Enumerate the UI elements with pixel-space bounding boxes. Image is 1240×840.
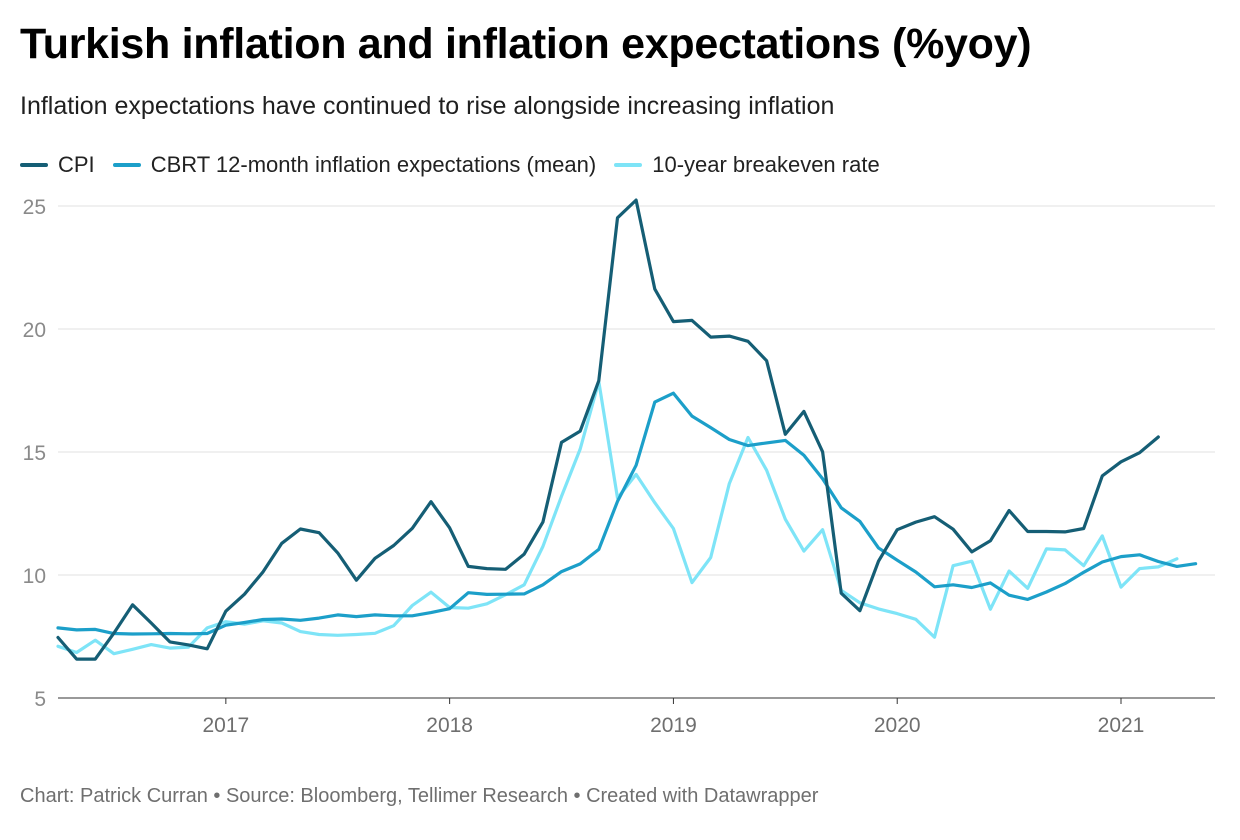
legend-swatch-breakeven-rate xyxy=(614,163,643,167)
legend-item-breakeven-rate: 10-year breakeven rate xyxy=(614,152,880,178)
chart-footer-credit: Chart: Patrick Curran • Source: Bloomber… xyxy=(20,785,819,807)
x-tick-label-2019: 2019 xyxy=(650,714,697,737)
x-tick-label-2020: 2020 xyxy=(874,714,921,737)
legend-swatch-cbrt-expectations xyxy=(112,163,141,167)
y-tick-label-25: 25 xyxy=(23,196,46,219)
y-tick-label-10: 10 xyxy=(23,565,46,588)
chart-subtitle: Inflation expectations have continued to… xyxy=(20,92,835,120)
legend-label-cpi: CPI xyxy=(58,152,95,177)
series-lines xyxy=(56,198,1198,661)
legend-item-cbrt-expectations: CBRT 12-month inflation expectations (me… xyxy=(112,152,597,178)
y-axis-ticks: 5 10 15 20 25 xyxy=(23,196,46,711)
series-line-cbrt-expectations xyxy=(56,391,1198,636)
x-tick-label-2021: 2021 xyxy=(1098,714,1145,737)
chart-title: Turkish inflation and inflation expectat… xyxy=(20,20,1032,68)
x-tick-label-2018: 2018 xyxy=(426,714,473,737)
legend-item-cpi: CPI xyxy=(20,152,95,178)
legend-swatch-cpi xyxy=(20,163,48,167)
legend: CPI CBRT 12-month inflation expectations… xyxy=(20,152,898,178)
chart-area: 5 10 15 20 25 2017 2018 2019 2020 2021 xyxy=(0,180,1240,750)
x-tick-label-2017: 2017 xyxy=(202,714,249,737)
line-chart: 5 10 15 20 25 2017 2018 2019 2020 2021 xyxy=(23,196,1215,737)
legend-label-cbrt-expectations: CBRT 12-month inflation expectations (me… xyxy=(150,152,597,177)
legend-label-breakeven-rate: 10-year breakeven rate xyxy=(652,152,880,177)
y-tick-label-20: 20 xyxy=(23,319,46,342)
x-axis-ticks: 2017 2018 2019 2020 2021 xyxy=(202,698,1144,737)
y-tick-label-5: 5 xyxy=(34,688,46,711)
y-tick-label-15: 15 xyxy=(23,442,46,465)
series-line-cpi xyxy=(56,198,1160,661)
